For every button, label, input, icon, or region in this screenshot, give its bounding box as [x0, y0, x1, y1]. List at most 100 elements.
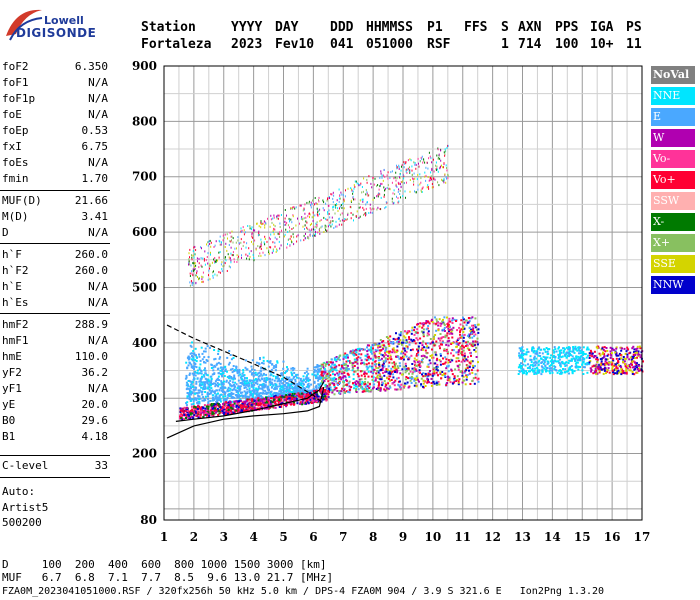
echo-point: [380, 184, 381, 187]
echo-point: [314, 386, 317, 389]
echo-point: [269, 391, 272, 394]
echo-point: [362, 361, 365, 364]
echo-point: [426, 161, 428, 164]
echo-point: [624, 352, 627, 355]
echo-point: [409, 377, 412, 379]
echo-point: [378, 352, 381, 355]
echo-point: [404, 362, 407, 365]
echo-point: [198, 262, 200, 265]
echo-point: [303, 217, 305, 220]
echo-point: [222, 383, 225, 386]
echo-point: [328, 373, 330, 375]
echo-point: [215, 259, 217, 262]
echo-point: [446, 378, 449, 381]
echo-point: [424, 322, 427, 325]
echo-point: [189, 248, 191, 251]
echo-point: [200, 257, 202, 260]
echo-point: [221, 410, 224, 413]
echo-point: [465, 369, 468, 372]
echo-point: [255, 407, 258, 410]
echo-point: [270, 246, 272, 249]
echo-point: [397, 355, 400, 358]
echo-point: [359, 385, 362, 387]
echo-point: [198, 355, 201, 358]
echo-point: [196, 371, 199, 374]
echo-point: [289, 391, 292, 394]
echo-point: [204, 361, 207, 364]
echo-point: [540, 362, 543, 364]
echo-point: [413, 183, 415, 186]
echo-point: [429, 342, 432, 345]
echo-point: [336, 199, 338, 202]
echo-point: [464, 319, 467, 322]
echo-point: [395, 355, 398, 358]
echo-point: [248, 395, 251, 398]
echo-point: [333, 363, 336, 366]
echo-point: [445, 343, 448, 346]
echo-point: [429, 179, 431, 182]
echo-point: [393, 351, 396, 354]
echo-point: [250, 403, 253, 406]
echo-point: [524, 358, 527, 361]
echo-point: [426, 365, 429, 368]
echo-point: [307, 380, 310, 382]
echo-point: [405, 168, 407, 171]
echo-point: [209, 239, 211, 242]
echo-point: [229, 368, 232, 371]
echo-point: [283, 383, 286, 386]
echo-point: [596, 372, 599, 375]
echo-point: [451, 317, 454, 320]
echo-point: [193, 373, 196, 376]
echo-point: [315, 202, 317, 205]
echo-point: [195, 281, 197, 284]
echo-point: [280, 397, 283, 400]
echo-point: [447, 344, 450, 347]
echo-point: [298, 394, 301, 397]
echo-point: [196, 272, 198, 274]
echo-point: [217, 361, 220, 364]
echo-point: [274, 395, 277, 398]
echo-point: [239, 373, 242, 376]
echo-point: [324, 397, 327, 400]
echo-point: [394, 365, 396, 368]
echo-point: [321, 381, 324, 384]
echo-point: [315, 222, 317, 225]
echo-point: [415, 167, 417, 170]
echo-point: [446, 352, 449, 355]
echo-point: [247, 408, 250, 411]
echo-point: [468, 336, 471, 339]
echo-point: [241, 403, 244, 405]
echo-point: [250, 365, 253, 368]
echo-point: [623, 360, 626, 363]
echo-point: [472, 340, 475, 343]
echo-point: [603, 346, 606, 349]
echo-point: [632, 355, 635, 358]
echo-point: [397, 384, 400, 387]
echo-point: [585, 348, 588, 351]
echo-point: [410, 354, 413, 357]
echo-point: [438, 345, 441, 348]
echo-point: [256, 391, 259, 394]
echo-point: [316, 373, 319, 376]
echo-point: [353, 354, 356, 357]
echo-point: [271, 363, 274, 366]
echo-point: [370, 350, 373, 353]
echo-point: [413, 178, 415, 181]
echo-point: [248, 387, 251, 390]
echo-point: [586, 362, 589, 364]
echo-point: [403, 166, 405, 169]
echo-point: [331, 216, 333, 219]
echo-point: [316, 377, 319, 380]
echo-point: [398, 200, 400, 203]
echo-point: [332, 373, 334, 376]
echo-point: [269, 238, 271, 241]
echo-point: [297, 392, 300, 395]
echo-point: [640, 368, 643, 371]
echo-point: [395, 351, 398, 354]
echo-point: [615, 346, 618, 349]
echo-point: [277, 214, 279, 217]
echo-point: [198, 266, 200, 269]
echo-point: [223, 413, 226, 416]
echo-point: [322, 207, 324, 210]
echo-point: [284, 371, 286, 374]
